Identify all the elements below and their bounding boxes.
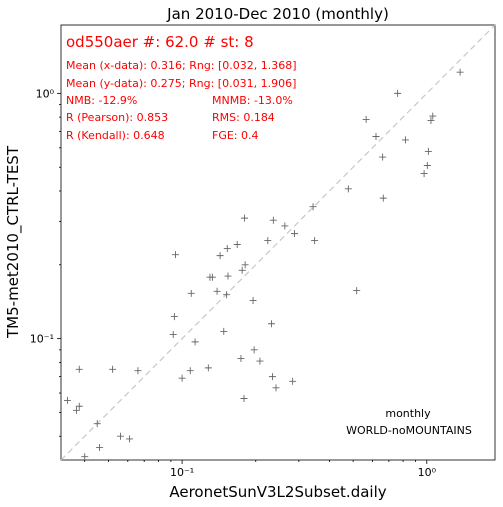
x-tick-labels: 10⁻¹ 10⁰ <box>170 466 437 479</box>
data-point <box>372 133 380 141</box>
data-point <box>241 214 249 222</box>
data-point <box>220 327 228 335</box>
stats-kendall: R (Kendall): 0.648 <box>66 129 165 142</box>
data-point <box>423 162 431 170</box>
data-point <box>238 266 246 274</box>
y-tick-label: 10⁻¹ <box>30 333 54 346</box>
stats-pearson: R (Pearson): 0.853 <box>66 111 168 124</box>
data-point <box>269 216 277 224</box>
data-point <box>223 245 231 253</box>
data-point <box>379 153 387 161</box>
data-point <box>429 112 437 120</box>
data-point <box>362 115 370 123</box>
data-point <box>109 365 117 373</box>
data-point <box>456 68 464 76</box>
frequency-annotation: monthly <box>385 407 431 420</box>
x-axis-label: AeronetSunV3L2Subset.daily <box>169 483 386 501</box>
data-point <box>344 185 352 193</box>
data-point <box>311 237 319 245</box>
stats-fge: FGE: 0.4 <box>212 129 259 142</box>
data-point <box>187 289 195 297</box>
data-point <box>126 435 134 443</box>
data-point <box>223 291 231 299</box>
data-point <box>186 367 194 375</box>
data-point <box>170 313 178 321</box>
stats-mean-x: Mean (x-data): 0.316; Rng: [0.032, 1.368… <box>66 59 297 72</box>
data-point <box>424 147 432 155</box>
plot-frame <box>60 24 496 461</box>
data-point <box>63 396 71 404</box>
data-point <box>224 272 232 280</box>
y-tick-label: 10⁰ <box>36 87 55 100</box>
data-point <box>93 420 101 428</box>
data-point <box>96 443 104 451</box>
data-point <box>272 384 280 392</box>
data-point <box>420 170 428 178</box>
stats-mnmb: MNMB: -13.0% <box>212 94 293 107</box>
data-point <box>401 136 409 144</box>
identity-line <box>60 24 496 461</box>
stats-rms: RMS: 0.184 <box>212 111 275 124</box>
data-point <box>256 357 264 365</box>
data-point <box>233 240 241 248</box>
stats-headline: od550aer #: 62.0 # st: 8 <box>66 33 254 51</box>
y-axis-label: TM5-met2010_CTRL-TEST <box>4 145 23 339</box>
data-point <box>191 338 199 346</box>
data-point <box>268 320 276 328</box>
data-point <box>172 251 180 259</box>
chart-title: Jan 2010-Dec 2010 (monthly) <box>166 5 389 23</box>
data-point <box>216 252 224 260</box>
data-point <box>268 373 276 381</box>
data-point <box>250 346 258 354</box>
x-tick-label: 10⁻¹ <box>170 466 194 479</box>
data-point <box>72 406 80 414</box>
data-point <box>116 432 124 440</box>
data-point <box>241 261 249 269</box>
stats-nmb: NMB: -12.9% <box>66 94 137 107</box>
data-point <box>75 402 83 410</box>
data-point <box>427 117 435 125</box>
data-point <box>281 222 289 230</box>
data-point <box>240 395 248 403</box>
x-tick-label: 10⁰ <box>418 466 437 479</box>
data-point <box>213 287 221 295</box>
data-point <box>309 203 317 211</box>
x-axis-ticks <box>84 460 428 464</box>
data-point <box>289 377 297 385</box>
data-point <box>291 230 299 238</box>
y-tick-labels: 10⁻¹ 10⁰ <box>30 87 55 345</box>
data-point <box>75 365 83 373</box>
data-point <box>237 354 245 362</box>
data-point <box>394 89 402 97</box>
data-point <box>264 237 272 245</box>
plot-area <box>57 24 496 464</box>
data-point <box>81 453 89 461</box>
data-point <box>134 367 142 375</box>
data-point <box>353 287 361 295</box>
y-axis-ticks <box>57 92 61 437</box>
data-point <box>249 297 257 305</box>
data-point <box>169 330 177 338</box>
data-point <box>204 364 212 372</box>
stats-mean-y: Mean (y-data): 0.275; Rng: [0.031, 1.906… <box>66 77 296 90</box>
data-point <box>208 273 216 281</box>
region-annotation: WORLD-noMOUNTAINS <box>346 424 472 437</box>
data-point <box>379 194 387 202</box>
data-point <box>178 374 186 382</box>
statistics-block: od550aer #: 62.0 # st: 8 Mean (x-data): … <box>66 33 297 142</box>
data-points <box>63 68 464 461</box>
